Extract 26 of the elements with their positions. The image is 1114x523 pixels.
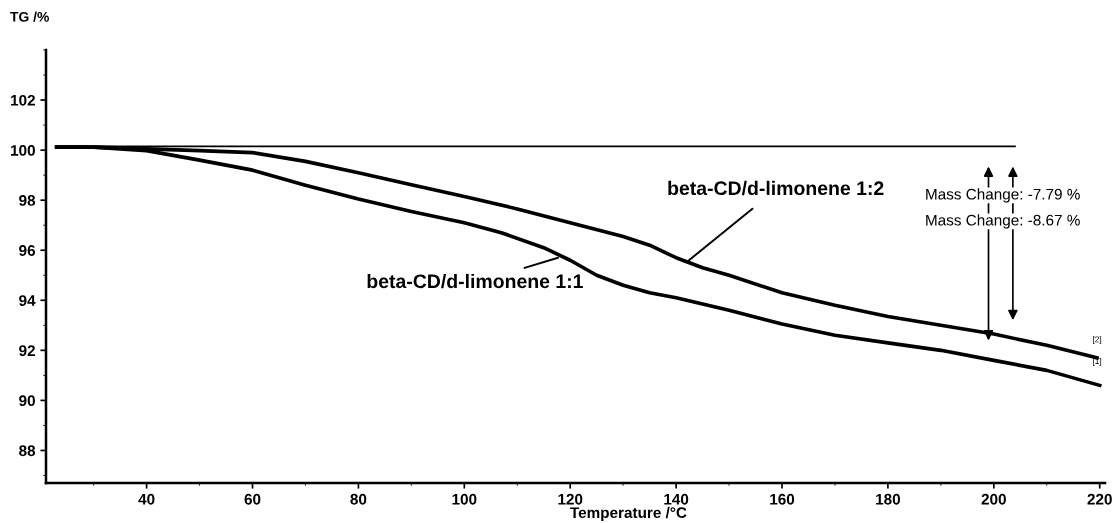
y-tick-label: 88 bbox=[19, 445, 36, 457]
y-tick-label: 96 bbox=[19, 245, 36, 256]
x-tick-label: 120 bbox=[558, 493, 583, 505]
annotation: Mass Change: -8.67 % bbox=[926, 214, 1080, 229]
y-axis-title: TG /% bbox=[10, 11, 49, 22]
x-tick-label: 200 bbox=[981, 493, 1006, 505]
x-tick-label: 60 bbox=[244, 493, 261, 505]
x-tick-label: 80 bbox=[350, 493, 367, 505]
y-tick-label: 98 bbox=[19, 195, 36, 206]
x-tick-label: 180 bbox=[876, 493, 901, 505]
x-tick-label: 220 bbox=[1087, 493, 1112, 505]
x-tick-label: 40 bbox=[138, 493, 155, 505]
y-tick-label: 100 bbox=[11, 144, 35, 156]
y-tick-label: 90 bbox=[19, 395, 35, 407]
annotation: Mass Change: -7.79 % bbox=[926, 188, 1080, 203]
annotation: beta-CD/d-limonene 1:2 bbox=[668, 180, 884, 196]
annotation: beta-CD/d-limonene 1:1 bbox=[367, 273, 583, 289]
annotation: [2] bbox=[1093, 336, 1102, 344]
y-tick-label: 92 bbox=[19, 345, 35, 357]
y-tick-label: 94 bbox=[19, 295, 36, 306]
y-tick-label: 102 bbox=[11, 94, 35, 106]
x-tick-label: 100 bbox=[452, 493, 477, 505]
x-tick-label: 160 bbox=[770, 493, 795, 505]
x-axis-title: Temperature /°C bbox=[570, 506, 687, 522]
annotation: [1] bbox=[1093, 357, 1102, 366]
x-tick-label: 140 bbox=[664, 493, 689, 505]
